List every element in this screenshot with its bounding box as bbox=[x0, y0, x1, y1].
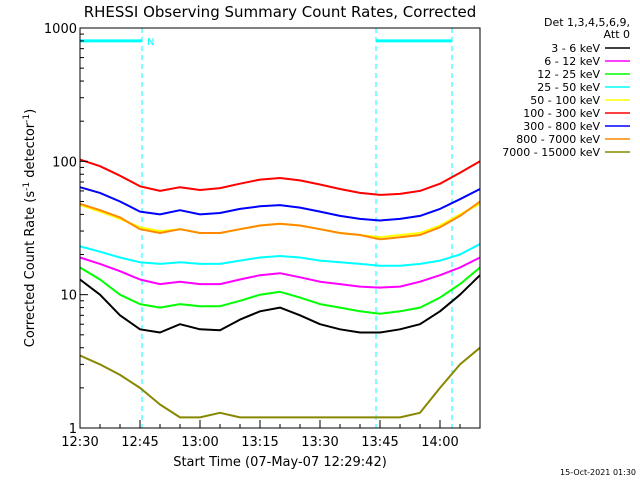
legend-label: 6 - 12 keV bbox=[544, 55, 600, 68]
legend-label: 7000 - 15000 keV bbox=[502, 146, 600, 159]
series-lines bbox=[79, 158, 481, 419]
x-tick-label: 13:00 bbox=[181, 435, 218, 450]
legend-header-line-1: Det 1,3,4,5,6,9, bbox=[544, 16, 630, 29]
series-line-3 bbox=[79, 266, 481, 315]
y-axis-label: Corrected Count Rate (s-1 detector-1) bbox=[22, 109, 38, 347]
x-tick-label: 12:30 bbox=[61, 435, 98, 450]
x-tick-label: 13:15 bbox=[241, 435, 278, 450]
y-tick-label: 100 bbox=[52, 155, 77, 170]
legend-label: 12 - 25 keV bbox=[537, 68, 600, 81]
series-line-7 bbox=[79, 186, 481, 222]
series-line-6 bbox=[79, 158, 481, 196]
series-line-4 bbox=[79, 243, 481, 267]
night-label: N bbox=[147, 37, 154, 48]
footer-timestamp: 15-Oct-2021 01:30 bbox=[560, 468, 636, 477]
chart-title: RHESSI Observing Summary Count Rates, Co… bbox=[84, 3, 477, 21]
legend-label: 100 - 300 keV bbox=[523, 107, 600, 120]
legend-label: 800 - 7000 keV bbox=[516, 133, 600, 146]
y-tick-label: 1000 bbox=[44, 22, 77, 37]
legend-label: 300 - 800 keV bbox=[523, 120, 600, 133]
x-tick-label: 13:30 bbox=[301, 435, 338, 450]
series-line-9 bbox=[79, 346, 481, 419]
series-line-2 bbox=[79, 256, 481, 289]
series-line-8 bbox=[79, 200, 481, 241]
y-axis: 1 10 100 1000 bbox=[44, 22, 88, 437]
legend-header-line-2: Att 0 bbox=[604, 28, 630, 41]
legend-label: 50 - 100 keV bbox=[530, 94, 600, 107]
y-tick-label: 10 bbox=[60, 289, 77, 304]
x-tick-label: 13:45 bbox=[361, 435, 398, 450]
legend-label: 25 - 50 keV bbox=[537, 81, 600, 94]
series-line-1 bbox=[79, 274, 481, 334]
x-tick-label: 12:45 bbox=[121, 435, 158, 450]
y-tick-label: 1 bbox=[69, 422, 77, 437]
legend-label: 3 - 6 keV bbox=[551, 42, 600, 55]
x-tick-label: 14:00 bbox=[421, 435, 458, 450]
x-axis: 12:30 12:45 13:00 13:15 13:30 13:45 14:00 bbox=[61, 420, 461, 450]
x-axis-label: Start Time (07-May-07 12:29:42) bbox=[173, 455, 387, 470]
